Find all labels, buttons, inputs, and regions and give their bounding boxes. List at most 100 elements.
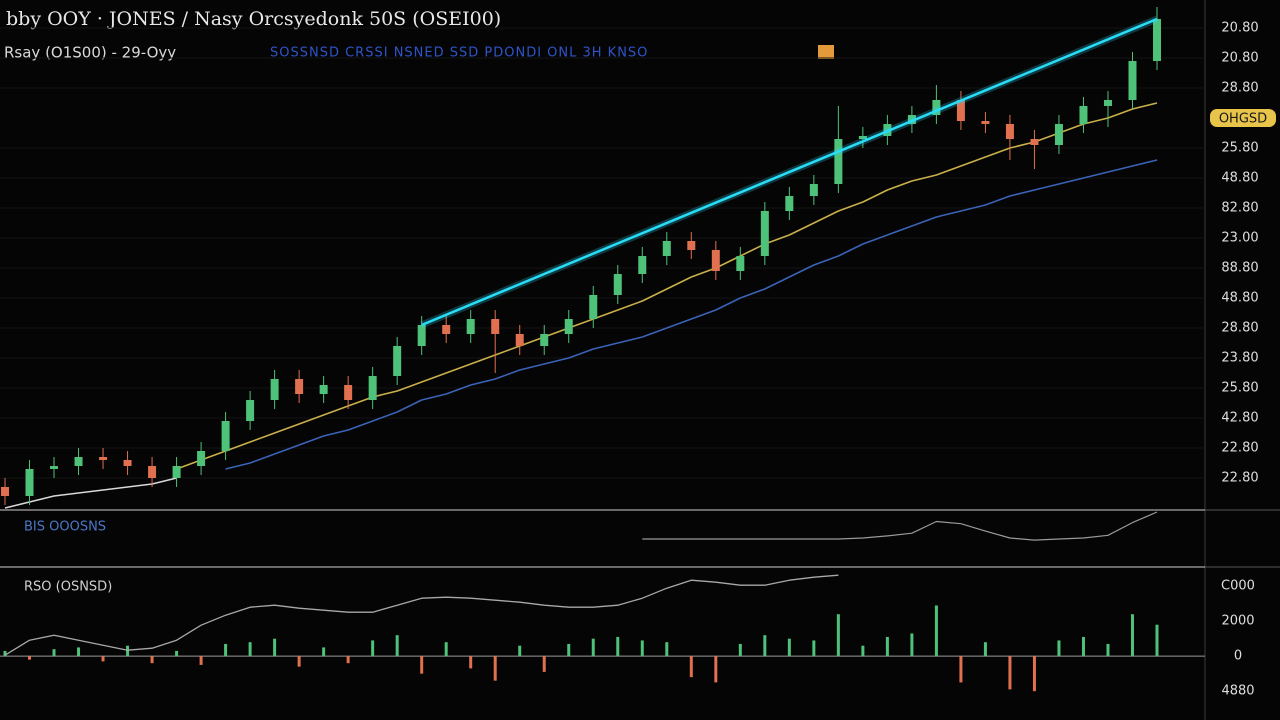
volume-bar	[689, 656, 693, 678]
candle-body	[932, 100, 941, 115]
candle-body	[858, 136, 867, 139]
volume-bar	[763, 635, 767, 657]
candle-body	[172, 466, 181, 478]
candle-body	[74, 457, 83, 466]
candle-body	[981, 121, 990, 124]
candle-body	[638, 256, 647, 274]
y-tick-label: 25.80	[1221, 141, 1258, 156]
candle-body	[123, 460, 132, 466]
candle-body	[1054, 124, 1063, 145]
volume-bar	[1106, 643, 1110, 657]
volume-bar	[861, 645, 865, 657]
candle-body	[295, 379, 304, 394]
indicator-line	[642, 511, 1158, 541]
candle-body	[466, 319, 475, 334]
y-tick-label: 82.80	[1221, 201, 1258, 216]
candle-body	[785, 196, 794, 211]
volume-bar	[665, 642, 669, 657]
panel-label: BIS OOOSNS	[24, 520, 106, 535]
volume-bar	[322, 647, 326, 657]
volume-bar	[885, 636, 889, 657]
candle-body	[956, 100, 965, 121]
volume-bar	[175, 650, 179, 657]
moving-average	[176, 102, 1158, 470]
candle-body	[221, 421, 230, 451]
candle-body	[99, 457, 108, 460]
y-tick-label: 23.80	[1221, 351, 1258, 366]
candle-body	[834, 139, 843, 184]
candle-body	[442, 325, 451, 334]
volume-bar	[297, 656, 301, 667]
volume-bar	[812, 640, 816, 657]
volume-bar	[1081, 636, 1085, 657]
volume-bar	[469, 656, 473, 669]
volume-bar	[1008, 656, 1012, 690]
volume-bar	[28, 656, 32, 660]
price-tag-label: OHGSD	[1219, 112, 1267, 127]
volume-bar	[983, 642, 987, 657]
candle-body	[1005, 124, 1014, 139]
trendline	[421, 17, 1158, 327]
candle-body	[809, 184, 818, 196]
candle-body	[540, 334, 549, 346]
volume-bar	[444, 642, 448, 657]
volume-bar	[714, 656, 718, 683]
volume-bar	[395, 635, 399, 657]
y-tick-label: 48.80	[1221, 291, 1258, 306]
volume-bar	[1155, 624, 1159, 657]
volume-bar	[101, 656, 105, 662]
candle-body	[1030, 139, 1039, 145]
volume-bar	[910, 633, 914, 657]
volume-bar	[934, 605, 938, 657]
candle-body	[711, 250, 720, 271]
volume-bar	[346, 656, 350, 664]
candle-body	[148, 466, 157, 478]
y-tick-label: 48.80	[1221, 171, 1258, 186]
candle-body	[319, 385, 328, 394]
candle-body	[515, 334, 524, 346]
y-tick-label: 28.80	[1221, 81, 1258, 96]
candle-body	[613, 274, 622, 295]
candle-body	[564, 319, 573, 334]
y-tick-label: 4880	[1221, 684, 1254, 699]
chart-subtitle: Rsay (O1S00) - 29-Oyy	[4, 44, 176, 62]
y-tick-label: 88.80	[1221, 261, 1258, 276]
candle-body	[662, 241, 671, 256]
candle-body	[1153, 19, 1161, 61]
volume-bar	[518, 645, 522, 657]
price-tag	[1210, 109, 1276, 127]
volume-bar	[1130, 614, 1134, 657]
volume-bar	[371, 640, 375, 657]
candle-body	[1079, 106, 1088, 124]
legend-text: SOSSNSD CRSSI NSNED SSD PDONDI ONL 3H KN…	[270, 46, 648, 61]
candle-body	[25, 469, 34, 496]
volume-bar	[738, 643, 742, 657]
candle-body	[246, 400, 255, 421]
y-tick-label: 0	[1234, 649, 1242, 664]
candle-body	[417, 325, 426, 346]
candle-body	[270, 379, 279, 400]
volume-bar	[150, 656, 154, 664]
legend-swatch	[818, 45, 834, 59]
y-tick-label: 22.80	[1221, 471, 1258, 486]
y-tick-label: 2000	[1221, 614, 1254, 629]
y-tick-label: 20.80	[1221, 21, 1258, 36]
candle-body	[1128, 61, 1137, 100]
candle-body	[368, 376, 377, 400]
candle-body	[1103, 100, 1112, 106]
volume-bar	[591, 638, 595, 657]
candle-body	[393, 346, 402, 376]
volume-bar	[77, 647, 81, 657]
candle-body	[907, 115, 916, 124]
volume-bar	[1057, 640, 1061, 657]
chart-title: bby OOY · JONES / Nasy Orcsyedonk 50S (O…	[6, 8, 501, 30]
moving-average	[4, 477, 177, 509]
moving-average	[225, 159, 1158, 470]
volume-bar	[273, 638, 277, 657]
candle-body	[50, 466, 59, 469]
volume-bar	[640, 640, 644, 657]
candle-body	[687, 241, 696, 250]
